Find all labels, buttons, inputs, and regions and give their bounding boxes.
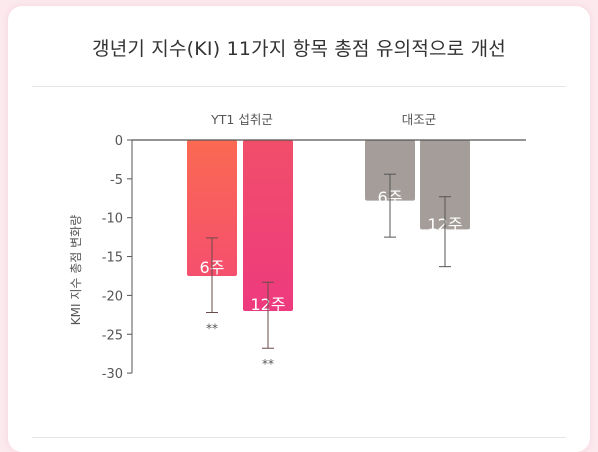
- y-tick-label: -20: [102, 289, 123, 304]
- y-tick-label: 0: [115, 134, 123, 149]
- bar: [187, 140, 237, 276]
- chart-title: 갱년기 지수(KI) 11가지 항목 총점 유의적으로 개선: [92, 38, 506, 60]
- bar: [243, 140, 293, 311]
- chart-card: [8, 6, 590, 452]
- y-tick-label: -25: [102, 328, 123, 343]
- bar: [365, 140, 415, 201]
- y-axis-label: KMI 지수 총점 변화량: [69, 215, 83, 326]
- y-tick-label: -10: [102, 212, 123, 227]
- top-divider: [32, 86, 566, 87]
- bar: [420, 140, 470, 230]
- y-tick-label: -5: [110, 173, 123, 188]
- bottom-divider: [32, 437, 566, 438]
- group-label: 대조군: [402, 112, 437, 127]
- group-label: YT1 섭취군: [210, 112, 273, 127]
- significance-marker: **: [262, 357, 274, 371]
- significance-marker: **: [206, 321, 218, 335]
- y-tick-label: -15: [102, 251, 123, 266]
- y-tick-label: -30: [102, 367, 123, 382]
